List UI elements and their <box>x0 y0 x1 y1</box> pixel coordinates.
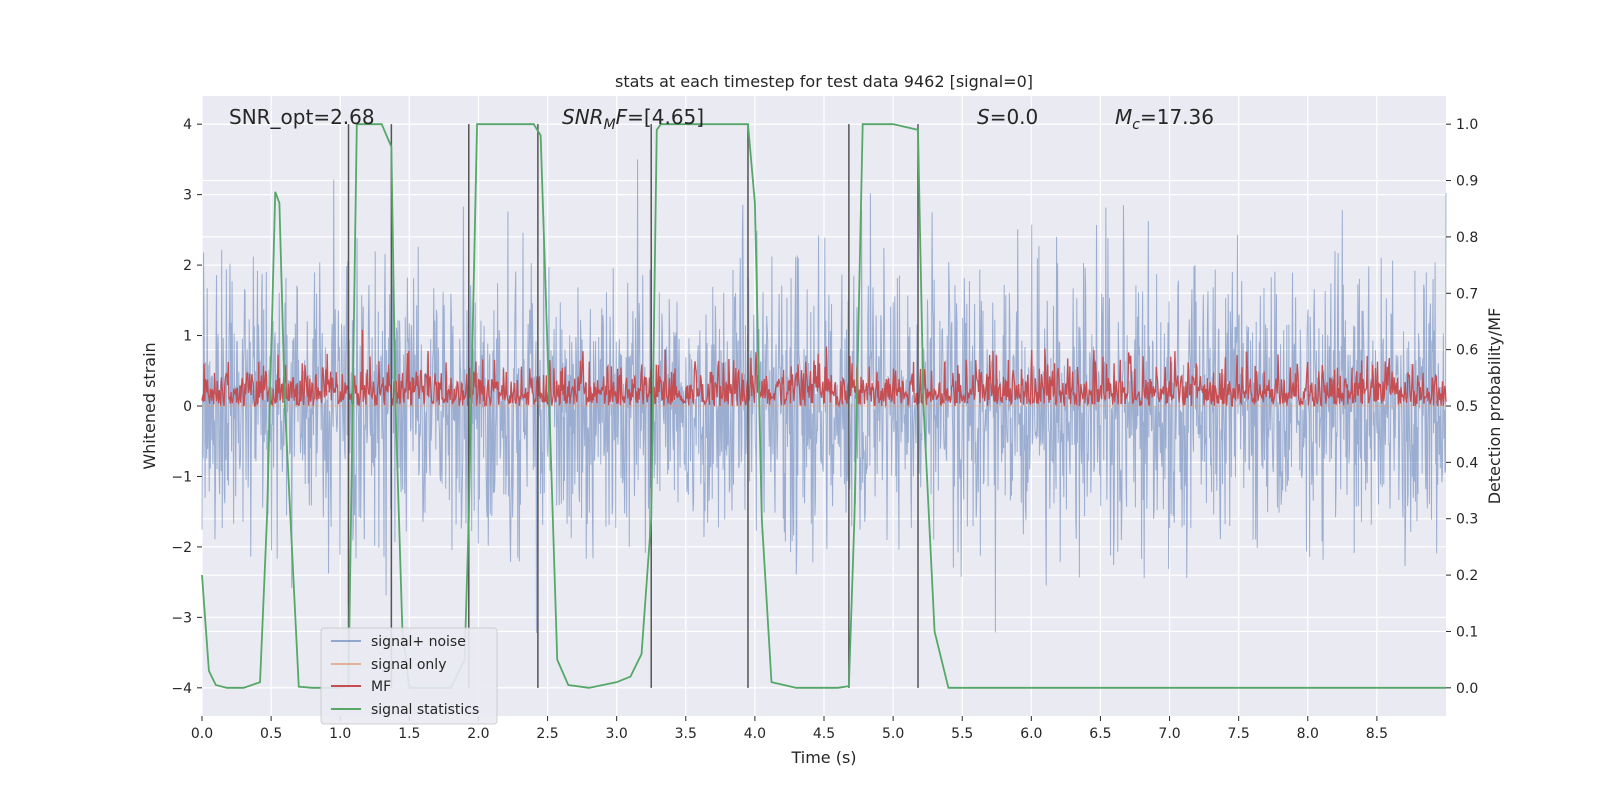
x-tick-label: 8.5 <box>1366 726 1388 742</box>
x-tick-label: 5.5 <box>951 726 973 742</box>
x-tick-label: 3.5 <box>675 726 697 742</box>
series-mf <box>201 329 1447 408</box>
annotation-s-value: S=0.0 <box>977 105 1038 129</box>
series-signal-statistics <box>201 123 1446 689</box>
y-tick-label-left: 2 <box>183 258 192 274</box>
x-tick-label: 3.0 <box>606 726 628 742</box>
x-tick-label: 0.0 <box>191 726 213 742</box>
legend-entry-signal-noise: signal+ noise <box>331 634 466 650</box>
x-tick-label: 2.5 <box>536 726 558 742</box>
legend-entry-signal-only: signal only <box>331 657 446 673</box>
y-tick-label-right: 0.5 <box>1456 399 1478 415</box>
x-tick-label: 4.5 <box>813 726 835 742</box>
x-tick-label: 1.5 <box>398 726 420 742</box>
x-tick-label: 7.0 <box>1158 726 1180 742</box>
y-tick-label-right: 0.1 <box>1456 624 1478 640</box>
y-axis-label-right: Detection probability/MF <box>1485 308 1504 505</box>
y-tick-label-left: −4 <box>171 681 192 697</box>
legend-box <box>320 627 498 725</box>
y-tick-label-left: −1 <box>171 469 192 485</box>
legend-label-signal-noise: signal+ noise <box>371 634 466 650</box>
x-tick-label: 8.0 <box>1297 726 1319 742</box>
annotations: SNR_opt=2.68 SNRMF=[4.65] S=0.0 Mc=17.36 <box>229 105 1214 133</box>
y-tick-label-right: 0.6 <box>1456 343 1478 359</box>
legend-entry-mf: MF <box>331 679 391 695</box>
x-tick-label: 7.5 <box>1228 726 1250 742</box>
chart-title: stats at each timestep for test data 946… <box>615 72 1033 91</box>
x-ticks: 0.0 0.5 1.0 1.5 2.0 2.5 3.0 3.5 4.0 4.5 5.0 5.5 6.0 6… <box>191 716 1388 742</box>
x-tick-label: 0.5 <box>260 726 282 742</box>
y-tick-label-left: −3 <box>171 610 192 626</box>
x-tick-label: 6.5 <box>1089 726 1111 742</box>
y-ticks-right: 0.0 0.1 0.2 0.3 0.4 0.5 0.6 0.7 0.8 0.9 1.0 <box>1446 117 1478 697</box>
x-tick-label: 1.0 <box>329 726 351 742</box>
legend-label-signal-only: signal only <box>371 657 446 673</box>
y-tick-label-right: 0.2 <box>1456 568 1478 584</box>
y-tick-label-left: 4 <box>183 117 192 133</box>
mf-series-layer <box>201 329 1447 408</box>
y-tick-label-left: 0 <box>183 399 192 415</box>
legend-label-mf: MF <box>371 679 391 695</box>
annotation-mc-value: Mc=17.36 <box>1115 105 1214 133</box>
y-tick-label-right: 0.7 <box>1456 286 1478 302</box>
annotation-snr-mf: SNRMF=[4.65] <box>562 105 704 133</box>
y-tick-label-right: 0.4 <box>1456 455 1478 471</box>
vertical-lines-layer <box>347 124 919 688</box>
x-tick-label: 4.0 <box>744 726 766 742</box>
x-tick-label: 2.0 <box>467 726 489 742</box>
y-ticks-left: −4 −3 −2 −1 0 1 2 3 4 <box>171 117 202 697</box>
y-tick-label-right: 0.3 <box>1456 512 1478 528</box>
y-tick-label-right: 0.0 <box>1456 681 1478 697</box>
x-tick-label: 6.0 <box>1020 726 1042 742</box>
y-tick-label-left: −2 <box>171 540 192 556</box>
legend-entry-signal-statistics: signal statistics <box>331 702 479 718</box>
legend-label-signal-statistics: signal statistics <box>371 702 479 718</box>
y-tick-label-left: 3 <box>183 188 192 204</box>
legend: signal+ noise signal only MF signal stat… <box>320 627 498 725</box>
x-tick-label: 5.0 <box>882 726 904 742</box>
y-tick-label-right: 1.0 <box>1456 117 1478 133</box>
signal-statistics-layer <box>201 123 1446 689</box>
y-tick-label-left: 1 <box>183 329 192 345</box>
y-tick-label-right: 0.8 <box>1456 230 1478 246</box>
y-axis-label-left: Whitened strain <box>140 342 159 469</box>
annotation-snr-opt: SNR_opt=2.68 <box>229 105 375 129</box>
y-tick-label-right: 0.9 <box>1456 174 1478 190</box>
x-axis-label: Time (s) <box>790 748 856 767</box>
